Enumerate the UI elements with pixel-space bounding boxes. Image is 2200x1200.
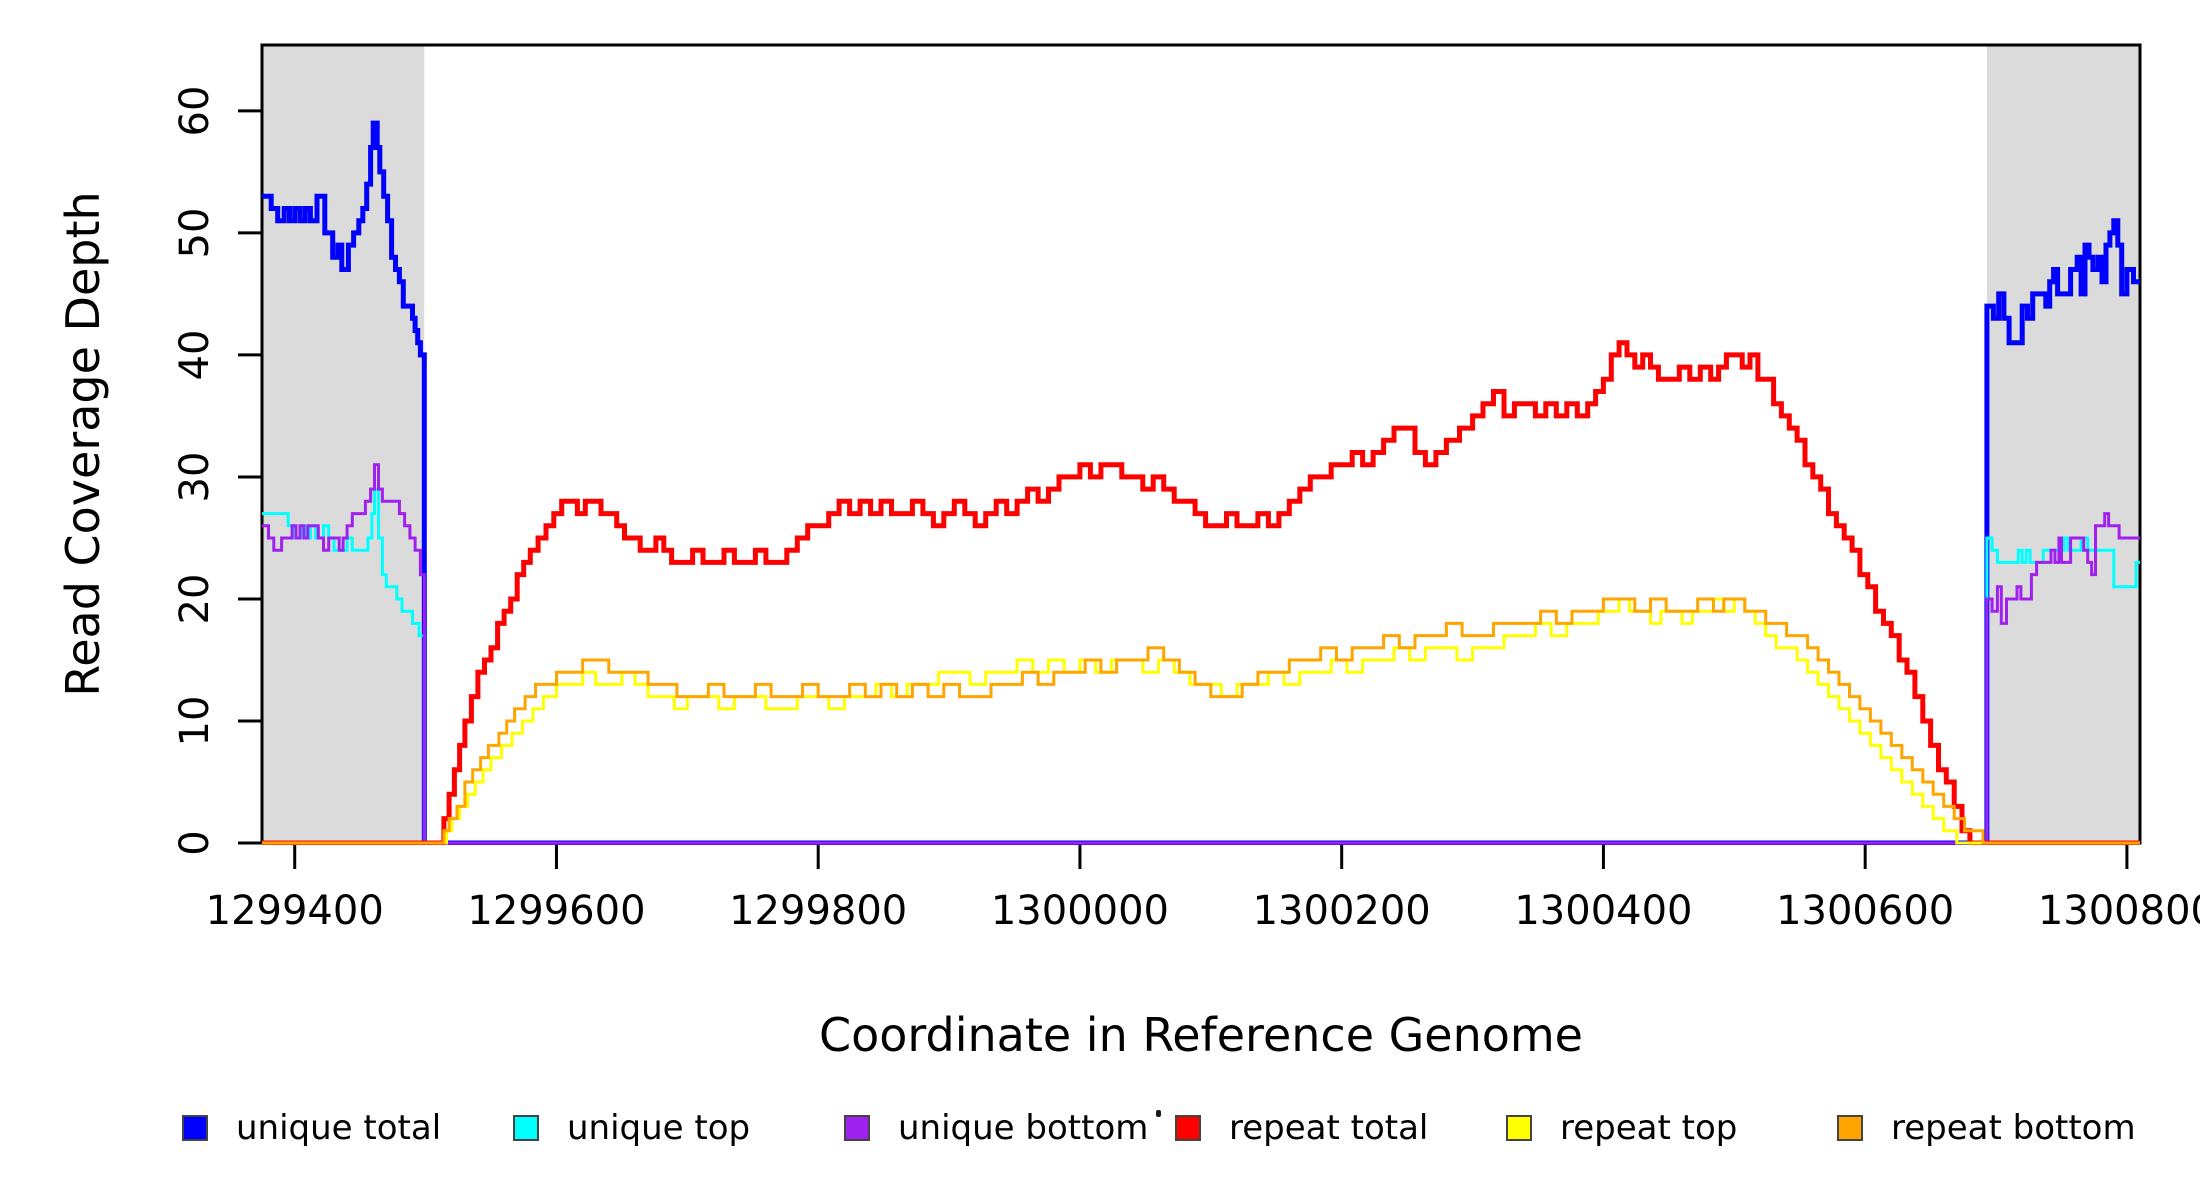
y-tick-label: 20 [172,573,218,625]
series-unique-bottom [262,463,2140,845]
legend-item-unique-top: unique top [513,1108,750,1148]
x-tick-label: 1299400 [205,888,384,934]
y-tick-label: 0 [172,830,218,856]
series-repeat-bottom [262,597,2140,845]
legend-swatch [513,1115,539,1141]
legend-swatch [844,1115,870,1141]
shaded-region [1986,45,2140,843]
x-axis-title: Coordinate in Reference Genome [819,1008,1583,1062]
legend-label: unique bottom [898,1108,1149,1148]
legend-swatch [1506,1115,1532,1141]
x-tick-label: 1300600 [1776,888,1955,934]
x-tick-label: 1300400 [1514,888,1693,934]
legend-swatch [1175,1115,1201,1141]
legend-label: repeat bottom [1891,1108,2136,1148]
legend-label: repeat total [1229,1108,1429,1148]
series-unique-top [262,487,2140,845]
y-tick-label: 40 [172,329,218,381]
legend-item-repeat-total: repeat total [1175,1108,1428,1148]
x-tick-label: 1299800 [729,888,908,934]
x-tick-label: 1300000 [990,888,1170,934]
y-axis-title: Read Coverage Depth [56,191,110,697]
legend-item-unique-bottom: unique bottom [844,1108,1148,1148]
shaded-region [262,45,425,843]
x-tick-label: 1300800 [2037,888,2200,934]
legend-swatch [182,1115,208,1141]
series-repeat-total [262,340,2140,845]
y-tick-label: 30 [172,451,218,503]
x-tick-label: 1299600 [467,888,646,934]
y-tick-label: 50 [172,207,218,259]
legend-label: unique top [567,1108,751,1148]
legend-item-repeat-bottom: repeat bottom [1837,1108,2136,1148]
legend-swatch [1837,1115,1863,1141]
series-repeat-top [262,597,2140,845]
x-tick-label: 1300200 [1252,888,1431,934]
series-unique-total [262,120,2140,845]
legend-item-unique-total: unique total [182,1108,441,1148]
legend-item-repeat-top: repeat top [1506,1108,1737,1148]
y-tick-label: 10 [172,695,218,747]
y-tick-label: 60 [172,85,218,137]
legend-label: repeat top [1560,1108,1738,1148]
stray-dot [1156,1110,1161,1117]
plot-border [260,43,2142,845]
legend-label: unique total [236,1108,442,1148]
